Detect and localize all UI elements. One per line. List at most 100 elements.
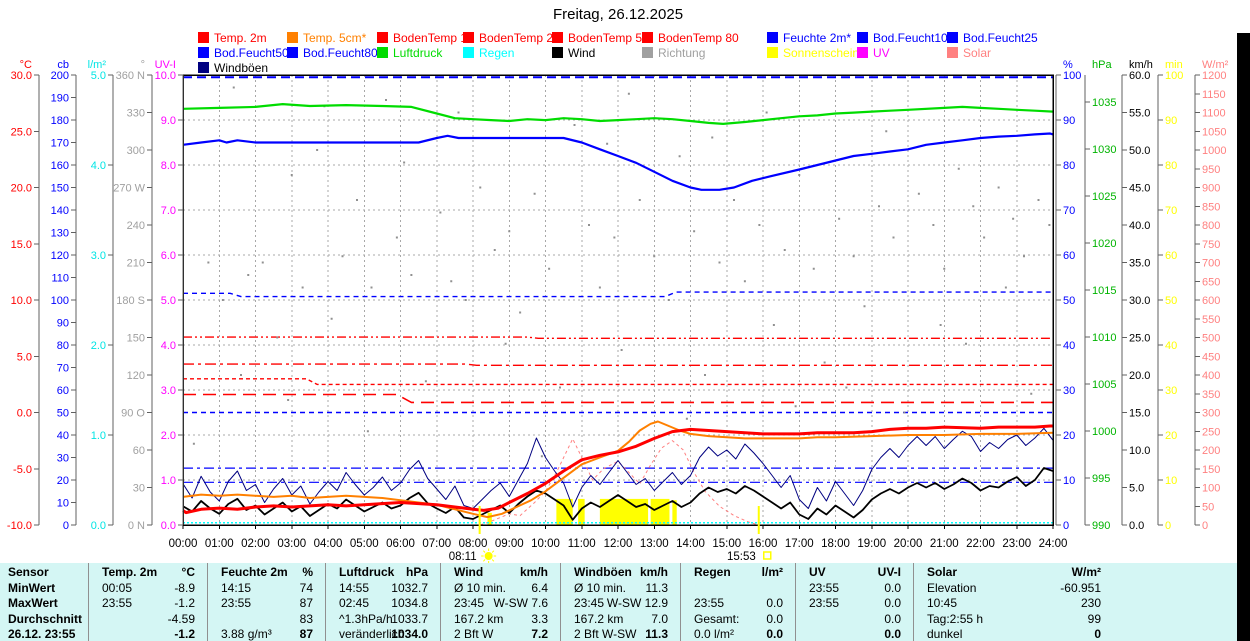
x-axis-label: 08:00	[459, 538, 488, 550]
direction-dot	[957, 167, 960, 170]
direction-dot	[493, 249, 496, 251]
table-cell: 87	[299, 596, 313, 610]
table-cell: Luftdruck	[339, 565, 395, 579]
table-cell: 23:55	[102, 596, 133, 610]
table-cell: Ø 10 min.	[574, 580, 627, 595]
axis-tick-label: 15.0	[1129, 408, 1150, 420]
direction-dot	[290, 174, 293, 176]
axis-tick-label: 30	[57, 453, 69, 465]
table-cell: 23:45	[574, 596, 605, 610]
axis-tick-label: 10	[57, 498, 69, 510]
axis-tick-label: 500	[1202, 333, 1220, 345]
axis-tick-label: 200	[51, 70, 69, 82]
x-axis-label: 23:00	[1002, 538, 1031, 550]
axis-hPa: hPa 1035 1030 1025 1020 1015 1010 1005 1000 995 99…	[1084, 59, 1116, 532]
axis-unit-label: min	[1165, 59, 1183, 71]
legend-label: Bod.Feucht80	[303, 46, 378, 60]
legend-label: Temp. 2m	[214, 31, 267, 45]
axis-tick-label: 1.0	[161, 475, 176, 487]
axis-tick-label: 450	[1202, 351, 1220, 363]
legend-label: BodenTemp 50	[568, 31, 649, 45]
axis-cb: cb20019018017016015014013012011010090807…	[51, 59, 77, 532]
axis-tick-label: 0.0	[161, 520, 176, 532]
axis-tick-label: 70	[1165, 205, 1177, 217]
axis-tick-label: 120	[51, 250, 69, 262]
direction-dot	[704, 374, 706, 376]
direction-dot	[903, 411, 906, 414]
direction-dot	[261, 261, 264, 264]
table-cell: 23:55	[809, 596, 840, 610]
legend-label: BodenTemp 25	[479, 31, 560, 45]
legend-item-bodentemp-50: BodenTemp 50	[552, 32, 649, 45]
direction-dot	[588, 224, 590, 226]
x-axis-label: 11:00	[568, 538, 596, 550]
axis-tick-label: 160	[51, 160, 69, 172]
axis-tick-label: 80	[57, 340, 69, 352]
sunrise-icon	[481, 548, 497, 564]
axis-tick-label: 60	[57, 385, 69, 397]
legend-item-temp-5cm-: Temp. 5cm*	[287, 32, 366, 45]
legend-item-richtung: Richtung	[642, 47, 705, 60]
axis-tick-label: 990	[1092, 520, 1110, 532]
direction-dot	[504, 342, 507, 345]
legend-item-uv: UV	[857, 47, 890, 60]
legend-swatch-icon	[642, 32, 653, 43]
x-axis-label: 22:00	[966, 538, 995, 550]
axis-tick-label: 90	[1165, 115, 1177, 127]
axis-tick-label: 210	[127, 258, 145, 270]
table-cell: 3.3	[531, 611, 548, 626]
axis-tick-label: 50.0	[1129, 145, 1150, 157]
axis-tick-label: 250	[1202, 426, 1220, 438]
direction-dot	[221, 299, 224, 301]
table-cell: 23:45	[454, 596, 485, 610]
axis-tick-label: 0	[1202, 520, 1208, 532]
table-cell: Elevation	[927, 580, 977, 595]
axis-tick-label: 0	[1165, 520, 1171, 532]
direction-dot	[678, 155, 681, 158]
direction-dot	[917, 192, 920, 195]
x-axis-label: 04:00	[314, 538, 343, 550]
table-cell: 14:55	[339, 580, 370, 595]
direction-dot	[733, 199, 735, 201]
direction-dot	[972, 205, 975, 208]
x-axis-label: 17:00	[785, 538, 814, 550]
direction-dot	[207, 261, 210, 264]
legend-swatch-icon	[198, 47, 209, 58]
axis-tick-label: 1030	[1092, 144, 1116, 156]
direction-dot	[424, 380, 427, 383]
legend-item-bodentemp-25: BodenTemp 25	[463, 32, 560, 45]
axis-tick-label: 40	[1165, 340, 1177, 352]
x-axis-label: 18:00	[821, 538, 850, 550]
direction-dot	[316, 149, 319, 151]
axis-tick-label: 0.0	[1129, 520, 1144, 532]
axis-tick-label: 25.0	[1129, 333, 1150, 345]
axis-tick-label: 950	[1202, 164, 1220, 176]
table-cell: Windböen	[574, 565, 632, 579]
table-separator	[88, 563, 89, 641]
direction-dot	[627, 92, 630, 95]
direction-dot	[711, 136, 714, 139]
grid	[183, 75, 1053, 525]
table-cell: -60.951	[1060, 580, 1101, 595]
x-axis-label: 01:00	[205, 538, 234, 550]
table-cell: Wind	[454, 565, 484, 579]
x-axis-label: 21:00	[930, 538, 959, 550]
axis-tick-label: 150	[51, 183, 69, 195]
x-axis-label: 02:00	[241, 538, 270, 550]
direction-dot	[798, 174, 801, 176]
table-cell: Feuchte 2m	[221, 565, 288, 579]
direction-dot	[247, 274, 250, 276]
table-cell: UV-I	[877, 565, 901, 579]
axis-tick-label: 4.0	[91, 160, 106, 172]
axis-tick-label: 850	[1202, 201, 1220, 213]
axis-tick-label: 1200	[1202, 70, 1226, 82]
axis-tick-label: 2.0	[161, 430, 176, 442]
axis-tick-label: 1020	[1092, 238, 1116, 250]
table-cell: 167.2 km	[574, 611, 624, 626]
axis-tick-label: 60.0	[1129, 70, 1150, 82]
direction-dot	[885, 130, 888, 133]
axis-unit-label: km/h	[1129, 59, 1153, 71]
axis-tick-label: 20	[1063, 430, 1075, 442]
table-separator	[680, 563, 681, 641]
legend-item-bodentemp-10: BodenTemp 10	[377, 32, 474, 45]
